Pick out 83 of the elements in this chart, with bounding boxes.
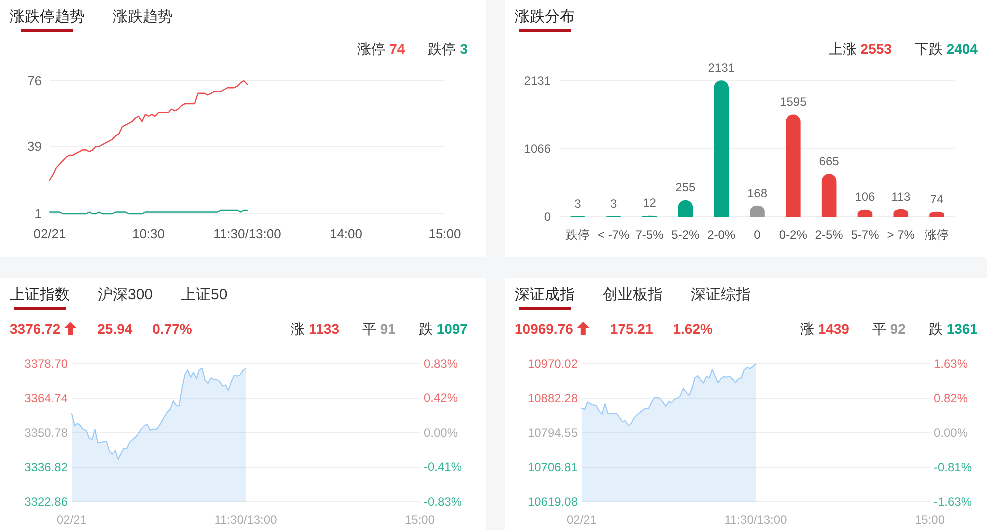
x-tick-label: 跌停: [566, 228, 590, 242]
text: 下跌 2404: [914, 41, 978, 57]
x-tick-label: 涨停: [925, 228, 950, 242]
text: 深证综指: [691, 286, 751, 304]
data-label: 1595: [780, 95, 807, 110]
text: 平 91: [362, 321, 396, 337]
y-tick-label: 3322.86: [24, 495, 68, 509]
y2-tick-label: 0.42%: [424, 391, 458, 406]
y-tick-label: 1: [34, 206, 42, 222]
x-tick-label: < -7%: [598, 228, 630, 242]
y-tick-label: 10794.55: [528, 426, 578, 440]
chart-title: 上证指数: [10, 286, 70, 304]
text: 0.77%: [152, 321, 193, 337]
data-label: 665: [819, 154, 840, 169]
text: 跌 1361: [928, 321, 978, 337]
y-tick-label: 0: [544, 210, 552, 224]
x-tick-label: 2-5%: [815, 228, 844, 242]
y2-tick-label: 0.00%: [934, 426, 968, 440]
x-tick-label: 02/21: [34, 226, 66, 242]
y2-tick-label: -0.81%: [934, 460, 972, 474]
data-label: 2131: [708, 61, 735, 75]
x-tick-label: 5-2%: [672, 228, 700, 242]
x-tick-label: 0-2%: [779, 228, 808, 242]
y-tick-label: 10970.02: [528, 357, 578, 371]
y-tick-label: 10619.08: [528, 495, 578, 509]
x-tick-label: 14:00: [330, 226, 363, 242]
y-tick-label: 76: [28, 74, 42, 88]
chart-title: 涨跌停趋势: [10, 8, 85, 26]
y2-tick-label: -0.83%: [424, 495, 462, 509]
x-tick-label: 15:00: [404, 513, 436, 527]
data-label: 168: [747, 186, 768, 200]
x-tick-label: 15:00: [428, 226, 462, 242]
text: 3376.72: [10, 321, 61, 337]
text: 25.94: [98, 321, 133, 337]
x-tick-label: 0: [754, 228, 762, 242]
text: 沪深300: [98, 286, 154, 304]
text: 创业板指: [603, 286, 663, 304]
y-tick-label: 3350.78: [24, 426, 68, 440]
legend: 涨停 74 跌停 3: [358, 41, 468, 57]
y2-tick-label: 1.63%: [934, 357, 968, 371]
x-tick-label: 2-0%: [708, 228, 736, 242]
data-label: 74: [930, 192, 944, 206]
y2-tick-label: 0.00%: [424, 426, 458, 440]
text: 上证50: [181, 286, 228, 304]
text: 涨 1133: [291, 321, 340, 337]
text: 175.21: [610, 321, 654, 337]
text: 10969.76: [515, 321, 574, 337]
y-tick-label: 10882.28: [528, 392, 578, 406]
data-label: 12: [643, 196, 656, 210]
y-tick-label: 3364.74: [24, 392, 68, 406]
text: 跌 1097: [418, 321, 468, 337]
y2-tick-label: 0.82%: [934, 391, 968, 406]
x-tick-label: 11:30/13:00: [214, 226, 282, 242]
x-tick-label: 02/21: [566, 513, 598, 527]
text: 涨 1439: [800, 321, 850, 337]
x-tick-label: 10:30: [132, 226, 166, 242]
y-tick-label: 3378.70: [24, 357, 68, 371]
y-tick-label: 3336.82: [24, 460, 68, 474]
x-tick-label: 5-7%: [851, 228, 880, 242]
x-tick-label: 7-5%: [636, 228, 664, 242]
x-tick-label: 15:00: [914, 513, 946, 527]
data-label: 3: [574, 196, 582, 211]
x-tick-label: > 7%: [887, 228, 916, 242]
chart-title: 涨跌分布: [515, 8, 575, 26]
y-tick-label: 39: [28, 139, 42, 154]
text: 上涨 2553: [828, 41, 892, 57]
data-label: 3: [610, 196, 618, 211]
x-tick-label: 02/21: [56, 513, 88, 527]
y-tick-label: 10706.81: [528, 460, 578, 474]
y-tick-label: 1066: [524, 142, 552, 156]
data-label: 255: [676, 180, 696, 195]
text: 涨跌趋势: [113, 8, 173, 26]
y2-tick-label: -1.63%: [934, 495, 972, 509]
chart-title: 深证成指: [515, 286, 575, 304]
x-tick-label: 11:30/13:00: [214, 513, 278, 527]
data-label: 113: [892, 190, 911, 204]
text: 平 92: [872, 321, 906, 337]
y2-tick-label: -0.41%: [424, 460, 462, 474]
y-tick-label: 2131: [524, 74, 552, 88]
text: 1.62%: [673, 321, 714, 337]
y2-tick-label: 0.83%: [424, 357, 458, 371]
data-label: 106: [855, 190, 876, 204]
x-tick-label: 11:30/13:00: [724, 513, 788, 527]
